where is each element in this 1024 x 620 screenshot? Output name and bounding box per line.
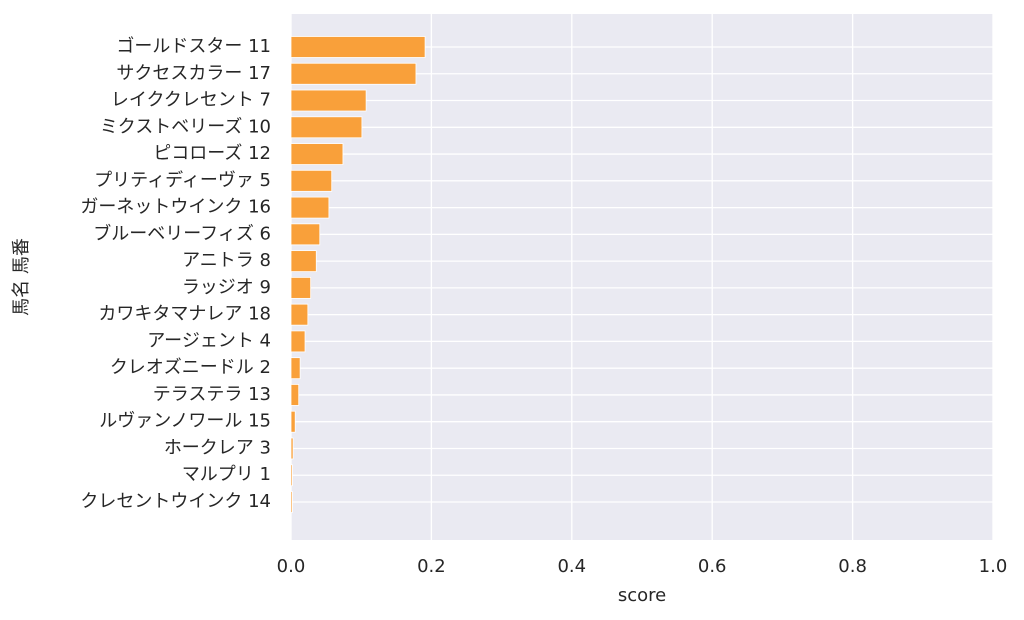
x-axis-label: score: [618, 585, 666, 606]
x-tick-label: 0.0: [277, 556, 306, 577]
bar: [290, 89, 367, 112]
y-tick-label: ピコローズ 12: [153, 143, 271, 164]
plot-area: [291, 14, 993, 540]
bar: [290, 169, 333, 192]
y-tick-label: ルヴァンノワール 15: [99, 411, 271, 432]
x-tick-label: 1.0: [979, 556, 1008, 577]
y-tick-label: サクセスカラー 17: [116, 63, 271, 84]
bar: [290, 437, 294, 460]
y-tick-label: テラステラ 13: [153, 384, 271, 405]
y-tick-label: ホークレア 3: [164, 437, 271, 458]
y-tick-label: ゴールドスター 11: [116, 36, 271, 57]
y-tick-label: マルプリ 1: [182, 464, 271, 485]
y-tick-label: アニトラ 8: [182, 250, 271, 271]
y-axis-label: 馬名 馬番: [11, 238, 32, 316]
y-tick-label: ブルーベリーフィズ 6: [93, 222, 271, 244]
bar: [290, 384, 300, 406]
y-tick-label: ガーネットウインク 16: [80, 197, 271, 218]
x-tick-label: 0.6: [698, 556, 727, 577]
bar: [290, 330, 306, 353]
bar: [290, 491, 293, 513]
bar: [290, 36, 426, 58]
y-tick-label: クレオズニードル 2: [110, 357, 271, 378]
bar: [290, 276, 312, 299]
bar: [290, 303, 309, 326]
bar: [290, 196, 330, 219]
y-tick-label: レイククレセント 7: [111, 90, 271, 111]
x-tick-label: 0.8: [838, 556, 867, 577]
bar: [290, 223, 321, 246]
y-tick-label: カワキタマナレア 18: [98, 304, 271, 325]
x-tick-label: 0.4: [557, 556, 586, 577]
y-tick-label: アージェント 4: [147, 330, 271, 351]
y-tick-label: ミクストベリーズ 10: [100, 116, 271, 137]
x-tick-label: 0.2: [417, 556, 446, 577]
bar: [290, 143, 344, 165]
bar: [290, 410, 296, 433]
y-tick-label: クレセントウインク 14: [80, 491, 271, 512]
y-tick-label: ラッジオ 9: [182, 277, 271, 298]
bar: [290, 62, 417, 85]
bar: [290, 250, 317, 273]
bar: [290, 464, 293, 487]
bar: [290, 116, 363, 139]
y-tick-label: プリティディーヴァ 5: [94, 170, 271, 191]
bar: [290, 357, 301, 380]
